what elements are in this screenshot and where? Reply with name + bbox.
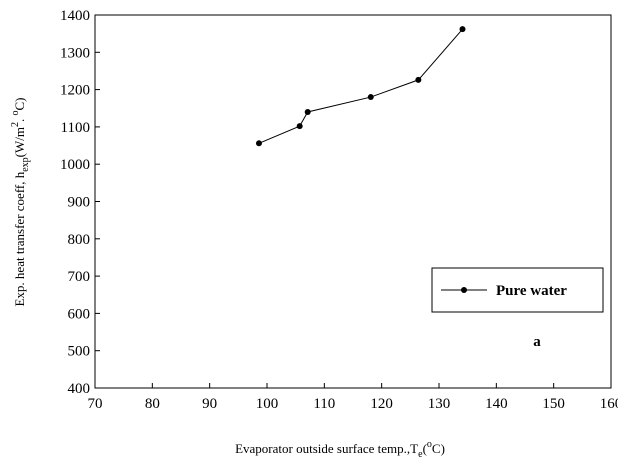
y-tick-label: 400 [68, 381, 91, 397]
y-tick-label: 900 [68, 195, 91, 211]
y-label-sup: o [10, 110, 21, 115]
x-label-sup: o [427, 439, 432, 450]
plot-frame [94, 14, 612, 389]
legend-label: Pure water [496, 283, 567, 299]
y-label-part: Exp. heat transfer coeff, h [12, 171, 27, 306]
x-tick-label: 70 [88, 396, 103, 412]
x-tick-label: 90 [202, 396, 217, 412]
data-point [296, 123, 303, 130]
x-tick-label: 160 [600, 396, 618, 412]
y-label-sup: 2 [10, 122, 21, 127]
x-tick-label: 100 [256, 396, 279, 412]
annotation: a [533, 334, 541, 350]
x-tick-label: 130 [428, 396, 451, 412]
legend-marker [461, 287, 467, 293]
x-label-part: Evaporator outside surface temp.,T [235, 441, 418, 456]
x-tick-label: 140 [485, 396, 508, 412]
data-point [367, 94, 374, 101]
data-point [415, 76, 422, 83]
x-tick-label: 120 [370, 396, 393, 412]
y-tick-label: 1000 [60, 157, 90, 173]
y-label-part: C) [12, 97, 27, 110]
y-tick-label: 600 [68, 306, 91, 322]
data-point [304, 108, 311, 115]
y-tick-label: 500 [68, 344, 91, 360]
x-label-part: C) [432, 441, 445, 456]
x-axis-label: Evaporator outside surface temp.,Te(oC) [235, 439, 445, 459]
y-tick-label: 700 [68, 269, 91, 285]
data-point [255, 140, 262, 147]
y-tick-label: 1200 [60, 83, 90, 99]
y-label-part: . [12, 115, 27, 122]
x-label-part: ( [423, 441, 427, 456]
x-tick-label: 80 [145, 396, 160, 412]
data-point [459, 26, 466, 33]
x-tick-label: 110 [313, 396, 335, 412]
x-label-sub: e [418, 449, 423, 459]
y-label-sub: exp [20, 157, 31, 171]
series-line [258, 28, 463, 144]
y-tick-label: 800 [68, 232, 91, 248]
y-tick-label: 1300 [60, 45, 90, 61]
y-axis-label: Exp. heat transfer coeff, hexp(W/m2. oC) [10, 97, 31, 306]
x-tick-label: 150 [542, 396, 565, 412]
y-tick-label: 1400 [60, 8, 90, 24]
y-tick-label: 1100 [61, 120, 90, 136]
y-label-part: (W/m [12, 127, 27, 157]
